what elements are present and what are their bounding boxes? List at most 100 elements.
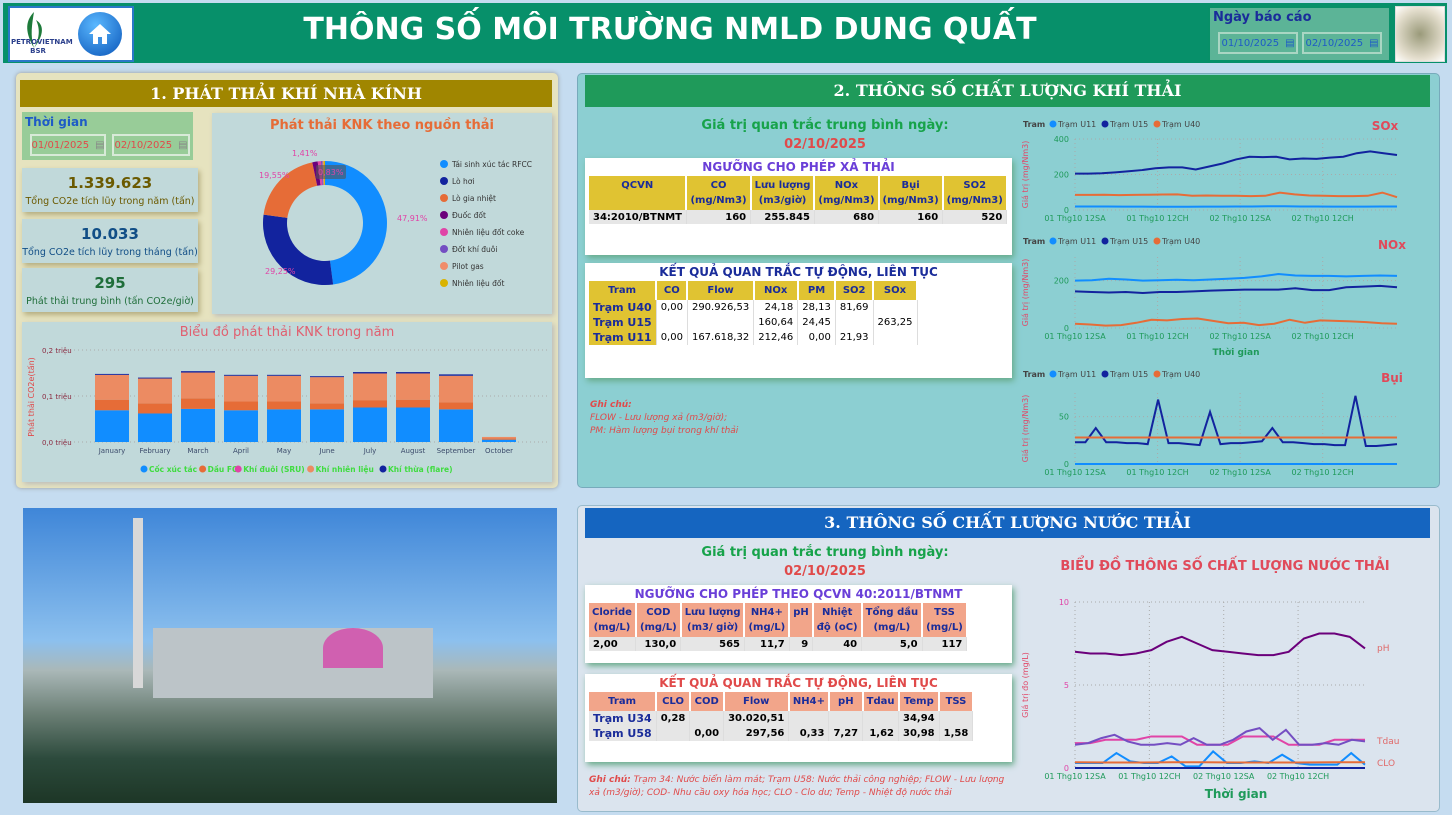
y-axis-label: Giá trị đo (mg/L) xyxy=(1021,652,1031,718)
water-line-chart: BIỂU ĐỒ THÔNG SỐ CHẤT LƯỢNG NƯỚC THẢI 01 … xyxy=(1021,556,1399,801)
column-header[interactable]: Tdau xyxy=(862,692,900,711)
bar-segment xyxy=(353,407,387,442)
legend-label: Trạm U40 xyxy=(1161,370,1200,380)
column-header[interactable]: SOx xyxy=(873,281,918,300)
legend-marker xyxy=(307,465,315,473)
x-tick-label: 02 Thg10 12CH xyxy=(1267,772,1329,781)
legend-label: Nhiên liệu đốt xyxy=(452,279,504,288)
bar-segment xyxy=(353,372,387,374)
calendar-icon: ▤ xyxy=(1369,37,1379,49)
table-cell xyxy=(873,330,918,345)
date-to-value: 02/10/2025 xyxy=(114,139,173,151)
water-avg-date: 02/10/2025 xyxy=(784,564,866,579)
legend-label: Nhiên liệu đốt coke xyxy=(452,228,525,237)
legend-marker xyxy=(1049,237,1057,245)
bar-segment xyxy=(310,376,344,378)
column-header[interactable]: Tổng dầu (mg/L) xyxy=(861,603,924,637)
air-avg-date: 02/10/2025 xyxy=(784,137,866,152)
x-tick-label: 01 Thg10 12SA xyxy=(1044,468,1106,477)
table-cell: 130,0 xyxy=(635,637,682,651)
air-panel-title: 2. THÔNG SỐ CHẤT LƯỢNG KHÍ THẢI xyxy=(585,75,1430,107)
table-cell: 297,56 xyxy=(723,726,790,741)
legend-marker xyxy=(1153,237,1161,245)
bar-segment xyxy=(267,375,301,402)
report-date-to[interactable]: 02/10/2025 ▤ xyxy=(1302,32,1382,54)
column-header[interactable]: NOx xyxy=(753,281,799,300)
column-header[interactable]: Tram xyxy=(589,692,658,711)
column-header[interactable]: pH xyxy=(828,692,864,711)
ghg-date-to[interactable]: 02/10/2025 ▤ xyxy=(112,134,190,156)
x-tick-label: April xyxy=(233,447,249,455)
column-header[interactable]: Lưu lượng (m3/ giờ) xyxy=(680,603,746,637)
note-line: PM: Hàm lượng bụi trong khí thải xyxy=(590,426,739,436)
legend-marker xyxy=(234,465,242,473)
column-header[interactable]: TSS (mg/L) xyxy=(922,603,968,637)
column-header[interactable]: CO (mg/Nm3) xyxy=(686,176,752,210)
donut-chart: Phát thải KNK theo nguồn thải 47,91% 29,25… xyxy=(259,118,532,288)
y-axis-label: Giá trị (mg/Nm3) xyxy=(1021,259,1031,327)
column-header[interactable]: pH xyxy=(789,603,814,637)
legend-marker xyxy=(1153,370,1161,378)
legend-label: Trạm U15 xyxy=(1109,370,1148,380)
column-header[interactable]: Temp xyxy=(898,692,941,711)
legend-label: Đốt khí đuôi xyxy=(452,245,497,254)
legend-label: Pilot gas xyxy=(452,262,484,271)
column-header[interactable]: Tram xyxy=(589,281,658,300)
column-header[interactable]: SO2 xyxy=(835,281,874,300)
bar-segment xyxy=(138,413,172,442)
header-bar xyxy=(3,3,1447,63)
table-header-row: Cloride (mg/L) COD (mg/L) Lưu lượng (m3/ g… xyxy=(589,603,968,637)
column-header[interactable]: COD xyxy=(689,692,725,711)
column-header[interactable]: CO xyxy=(656,281,689,300)
legend-label: Lò hơi xyxy=(452,177,474,186)
column-header[interactable]: NH4+ xyxy=(788,692,830,711)
column-header[interactable]: SO2 (mg/Nm3) xyxy=(942,176,1008,210)
ghg-date-from[interactable]: 01/01/2025 ▤ xyxy=(30,134,106,156)
report-date-from[interactable]: 01/10/2025 ▤ xyxy=(1218,32,1298,54)
column-header[interactable]: Cloride (mg/L) xyxy=(589,603,637,637)
home-button[interactable] xyxy=(78,12,122,56)
bar-segment xyxy=(224,410,258,442)
table-cell: Trạm U34 xyxy=(589,711,657,726)
table-cell: 30,98 xyxy=(898,726,940,741)
y-tick-label: 200 xyxy=(1054,171,1069,180)
table-row: 34:2010/BTNMT 160 255.845 680 160 520 xyxy=(589,210,1008,224)
column-header[interactable]: Lưu lượng (m3/giờ) xyxy=(750,176,816,210)
column-header[interactable]: CLO xyxy=(656,692,691,711)
column-header[interactable]: Bụi (mg/Nm3) xyxy=(878,176,944,210)
table-cell: 117 xyxy=(922,637,968,651)
series-line xyxy=(1074,317,1398,327)
column-header[interactable]: COD (mg/L) xyxy=(635,603,682,637)
chart-title: BIỂU ĐỒ THÔNG SỐ CHẤT LƯỢNG NƯỚC THẢI xyxy=(1060,556,1389,574)
column-header[interactable]: PM xyxy=(797,281,837,300)
legend-marker xyxy=(140,465,148,473)
column-header[interactable]: NOx (mg/Nm3) xyxy=(814,176,880,210)
y-tick-label: 0 xyxy=(1064,764,1069,773)
bar-segment xyxy=(439,375,473,403)
table-cell xyxy=(939,711,974,726)
column-header[interactable]: Flow xyxy=(687,281,755,300)
table-row: Trạm U40 0,00 290.926,53 24,18 28,13 81,69 xyxy=(589,300,918,315)
bar-segment xyxy=(95,410,129,442)
x-axis-label: Thời gian xyxy=(1205,787,1268,801)
column-header[interactable]: Nhiệt độ (oC) xyxy=(812,603,863,637)
table-cell: Trạm U58 xyxy=(589,726,657,741)
legend-marker xyxy=(440,245,448,253)
x-tick-label: 01 Thg10 12CH xyxy=(1126,468,1188,477)
x-tick-label: 01 Thg10 12CH xyxy=(1118,772,1180,781)
column-header[interactable]: QCVN xyxy=(589,176,688,210)
data-label: 29,25% xyxy=(265,267,296,276)
x-tick-label: January xyxy=(98,447,126,455)
column-header[interactable]: NH4+ (mg/L) xyxy=(744,603,791,637)
x-tick-label: 02 Thg10 12SA xyxy=(1193,772,1255,781)
column-header[interactable]: Flow xyxy=(723,692,790,711)
data-label: 1,41% xyxy=(292,149,318,158)
legend-title: Tram xyxy=(1023,120,1045,129)
kpi-card: 295 Phát thải trung bình (tấn CO2e/giờ) xyxy=(22,268,198,312)
column-header[interactable]: TSS xyxy=(939,692,974,711)
date-to-value: 02/10/2025 xyxy=(1305,37,1364,49)
table-cell: 565 xyxy=(680,637,745,651)
x-tick-label: 01 Thg10 12SA xyxy=(1044,772,1106,781)
bar-segment xyxy=(181,398,215,409)
legend-label: Khí nhiên liệu xyxy=(316,465,374,474)
